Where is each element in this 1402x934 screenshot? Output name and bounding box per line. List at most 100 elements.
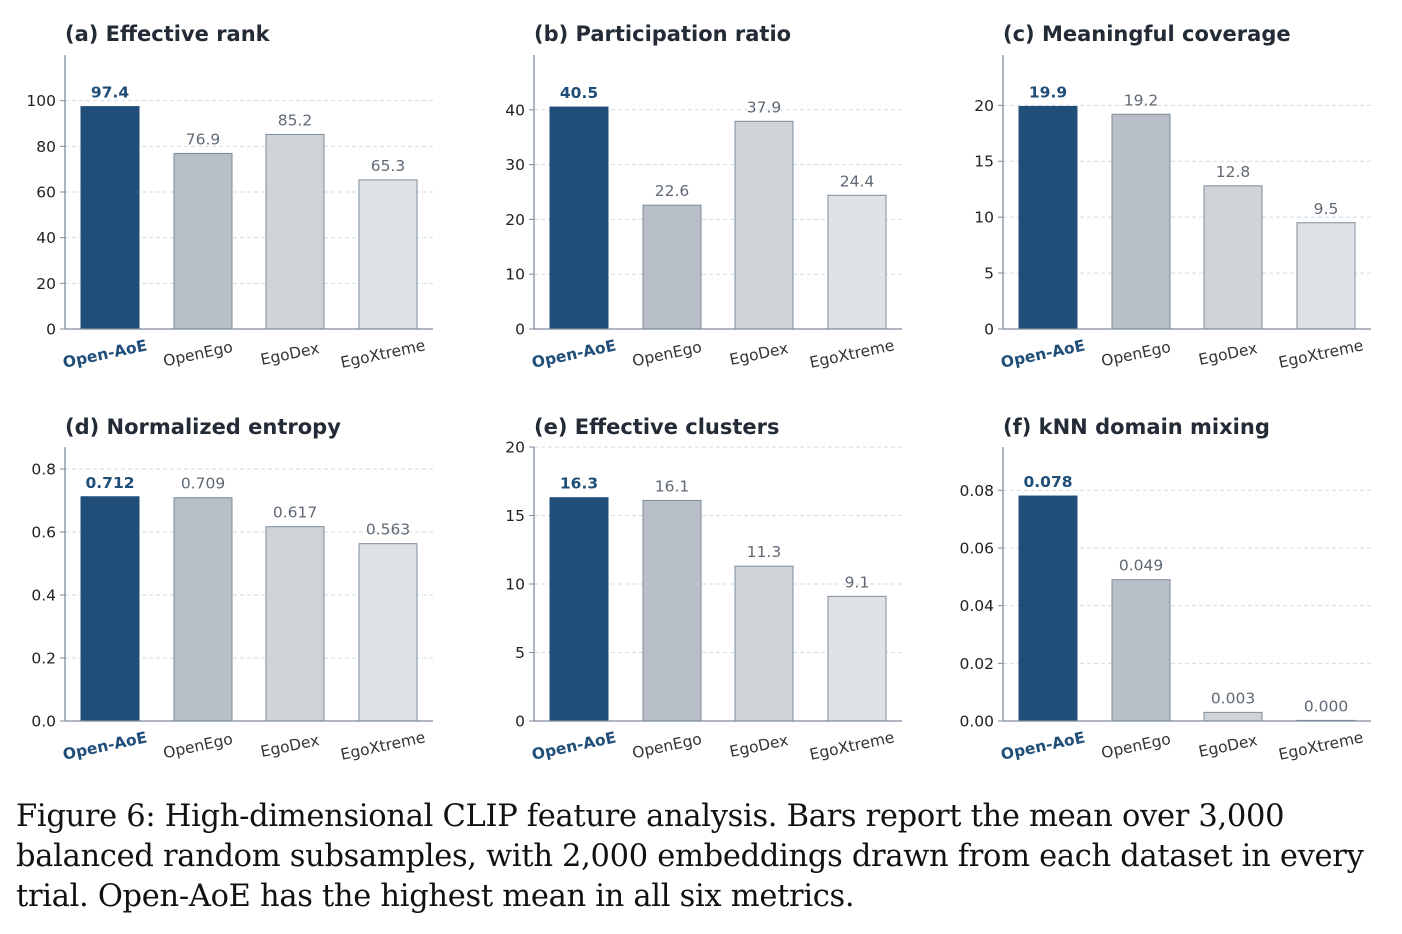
value-label: 65.3	[371, 157, 406, 175]
value-label: 0.078	[1023, 473, 1072, 491]
y-tick-label: 20	[36, 275, 56, 293]
y-tick-label: 0.4	[31, 587, 56, 605]
value-label: 9.5	[1314, 200, 1339, 218]
y-tick-label: 20	[505, 211, 525, 229]
category-label: EgoXtreme	[1277, 728, 1365, 763]
category-label: EgoDex	[259, 339, 321, 369]
category-label: Open-AoE	[530, 336, 617, 371]
chart-title: (e) Effective clusters	[534, 415, 780, 439]
bar-openego	[1111, 113, 1171, 330]
chart-panel-2: (b) Participation ratio 0 10 20 30 40 40.5 Open…	[505, 22, 902, 372]
figure-caption: Figure 6: High-dimensional CLIP feature …	[16, 799, 1364, 914]
y-tick-label: 0.08	[959, 482, 994, 500]
bar-egoxtreme	[358, 543, 418, 722]
y-tick-label: 5	[515, 644, 525, 662]
y-tick-label: 0	[46, 321, 56, 339]
bar-egoxtreme	[358, 179, 418, 330]
value-label: 76.9	[186, 130, 221, 148]
value-label: 0.000	[1304, 697, 1348, 715]
bar-egoxtreme	[1296, 222, 1356, 330]
value-label: 11.3	[747, 543, 782, 561]
bar-egodex	[1203, 711, 1263, 722]
y-tick-label: 40	[36, 229, 56, 247]
bar-egoxtreme	[827, 595, 887, 722]
bar-open-aoe	[549, 106, 609, 330]
y-tick-label: 20	[505, 439, 525, 457]
category-label: EgoDex	[1197, 339, 1259, 369]
value-label: 0.563	[366, 521, 410, 539]
bar-egodex	[734, 565, 794, 722]
value-label: 0.617	[273, 504, 317, 522]
category-label: EgoXtreme	[808, 336, 896, 371]
chart-panel-1: (a) Effective rank 0 20 40 60 80 100 97.4 Open-A…	[26, 22, 433, 372]
y-tick-label: 60	[36, 184, 56, 202]
chart-panel-3: (c) Meaningful coverage 0 5 10 15 20 19.9 Open-…	[974, 22, 1371, 372]
y-tick-label: 40	[505, 101, 525, 119]
value-label: 0.003	[1211, 689, 1255, 707]
y-tick-label: 0	[515, 321, 525, 339]
bar-egoxtreme	[827, 194, 887, 330]
category-label: EgoDex	[1197, 731, 1259, 761]
y-tick-label: 0.06	[959, 539, 994, 557]
category-label: Open-AoE	[999, 336, 1086, 371]
chart-title: (c) Meaningful coverage	[1003, 22, 1291, 46]
value-label: 40.5	[560, 84, 598, 102]
y-tick-label: 0	[515, 713, 525, 731]
y-tick-label: 10	[505, 266, 525, 284]
value-label: 0.049	[1119, 557, 1163, 575]
category-label: OpenEgo	[631, 338, 704, 370]
category-label: EgoDex	[728, 731, 790, 761]
value-label: 16.1	[655, 477, 690, 495]
category-label: Open-AoE	[61, 728, 148, 763]
category-label: Open-AoE	[530, 728, 617, 763]
value-label: 22.6	[655, 182, 690, 200]
chart-title: (a) Effective rank	[65, 22, 271, 46]
y-tick-label: 0	[984, 321, 994, 339]
value-label: 12.8	[1216, 163, 1251, 181]
bar-openego	[173, 152, 233, 330]
category-label: EgoXtreme	[808, 728, 896, 763]
category-label: EgoXtreme	[339, 336, 427, 371]
y-tick-label: 10	[505, 576, 525, 594]
y-tick-label: 15	[974, 153, 994, 171]
bar-openego	[642, 499, 702, 722]
bar-open-aoe	[1018, 105, 1078, 330]
y-tick-label: 0.0	[31, 713, 56, 731]
category-label: EgoXtreme	[1277, 336, 1365, 371]
bar-openego	[642, 204, 702, 330]
category-label: OpenEgo	[162, 730, 235, 762]
category-label: EgoDex	[259, 731, 321, 761]
bar-open-aoe	[1018, 495, 1078, 722]
y-tick-label: 0.6	[31, 524, 56, 542]
chart-title: (b) Participation ratio	[534, 22, 791, 46]
bar-egodex	[265, 526, 325, 722]
category-label: EgoXtreme	[339, 728, 427, 763]
category-label: OpenEgo	[162, 338, 235, 370]
category-label: EgoDex	[728, 339, 790, 369]
bar-open-aoe	[80, 106, 140, 330]
value-label: 85.2	[278, 111, 313, 129]
category-label: OpenEgo	[631, 730, 704, 762]
bar-open-aoe	[549, 497, 609, 722]
value-label: 37.9	[747, 98, 782, 116]
value-label: 19.2	[1124, 91, 1159, 109]
value-label: 24.4	[840, 172, 875, 190]
chart-title: (d) Normalized entropy	[65, 415, 341, 439]
y-tick-label: 0.02	[959, 655, 994, 673]
y-tick-label: 0.00	[959, 713, 994, 731]
y-tick-label: 100	[26, 92, 56, 110]
value-label: 9.1	[845, 573, 870, 591]
chart-panel-5: (e) Effective clusters 0 5 10 15 20 16.3 Open-A…	[505, 415, 902, 764]
value-label: 0.709	[181, 475, 225, 493]
bar-egodex	[1203, 185, 1263, 330]
y-tick-label: 5	[984, 265, 994, 283]
chart-panel-4: (d) Normalized entropy 0.0 0.2 0.4 0.6 0.8 0.7…	[31, 415, 433, 764]
category-label: Open-AoE	[999, 728, 1086, 763]
category-label: Open-AoE	[61, 336, 148, 371]
y-tick-label: 80	[36, 138, 56, 156]
bar-open-aoe	[80, 496, 140, 722]
value-label: 16.3	[560, 475, 598, 493]
y-tick-label: 0.04	[959, 597, 994, 615]
y-tick-label: 0.8	[31, 461, 56, 479]
